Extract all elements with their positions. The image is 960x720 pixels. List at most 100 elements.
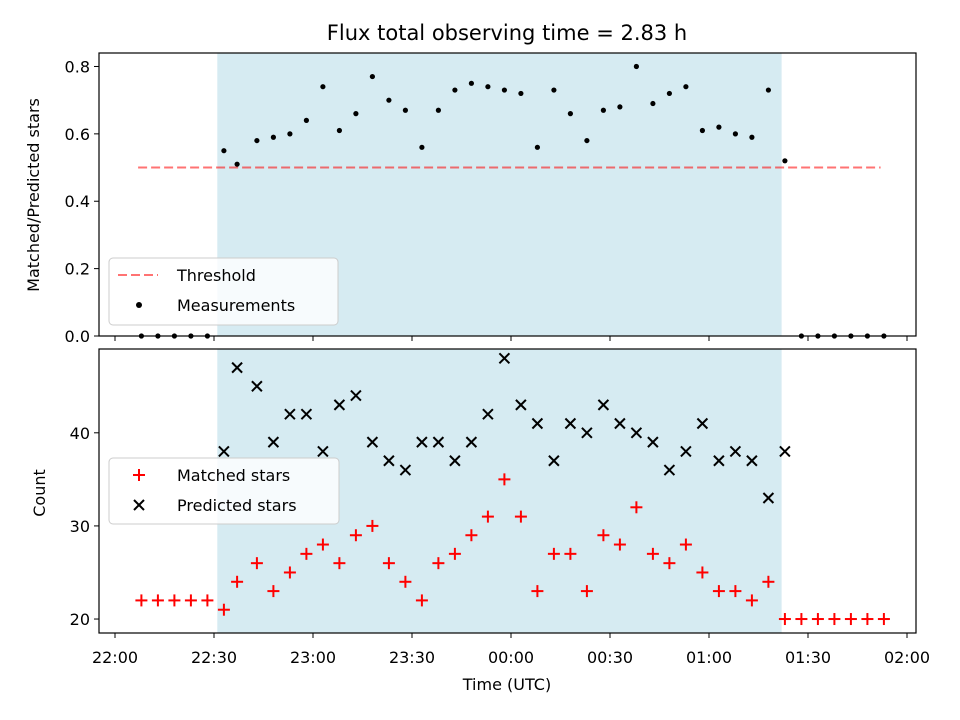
matched-point [795,613,808,626]
bottom-y-tick-label: 30 [70,517,90,536]
top-y-tick-label: 0.4 [65,192,90,211]
predicted-point [647,436,659,448]
measurement-point [419,144,425,150]
predicted-point [531,417,544,430]
predicted-point [449,455,461,467]
predicted-point-stroke [614,417,626,430]
predicted-point [432,436,445,448]
chart-title: Flux total observing time = 2.83 h [327,21,687,45]
predicted-point-stroke [449,455,461,467]
matched-point [498,473,511,486]
measurement-point [633,63,640,70]
predicted-point-stroke [251,380,263,392]
matched-point [663,557,676,570]
predicted-point [729,445,742,458]
predicted-point-stroke [746,455,758,467]
predicted-point-stroke [713,455,725,467]
bottom-y-axis-label: Count [30,469,49,517]
predicted-point-stroke [300,408,313,420]
bottom-marks [135,352,890,626]
matched-point [333,557,346,570]
bottom-x-axis: 22:00 22:30 23:00 23:30 00:00 00:30 01:00 01:30… [92,633,930,667]
predicted-point-stroke [399,464,412,476]
matched-point [828,613,841,626]
predicted-point-stroke [366,436,379,448]
matched-point [267,585,280,598]
matched-legend-swatch [133,469,145,481]
predicted-point-stroke [350,389,362,402]
predicted-point [762,492,775,504]
predicted-point-stroke [218,445,230,458]
bottom-x-tick-label: 23:30 [389,648,435,667]
measurement-point [468,80,474,86]
top-marks [138,63,887,339]
predicted-point [498,352,511,365]
bottom-legend-box [108,457,340,525]
predicted-point [696,417,709,430]
measurement-point [435,107,441,113]
predicted-legend-label: Predicted stars [177,496,297,515]
matched-point [580,585,593,598]
measurement-point [270,134,276,140]
matched-point [382,557,395,570]
measurement-point [518,90,524,97]
predicted-point-stroke [531,417,544,430]
predicted-point [350,389,362,402]
measurement-point [452,87,458,93]
predicted-point-stroke [729,445,742,458]
matched-point [745,594,758,607]
top-x-ticks [114,336,908,341]
matched-point [531,585,544,598]
measurement-point [254,137,260,144]
bottom-x-tick-label: 01:30 [785,648,831,667]
predicted-point [251,380,263,392]
measurement-point [617,104,623,110]
measurement-point [386,97,392,103]
predicted-point-stroke [581,427,593,439]
matched-point [877,613,890,626]
matched-point [432,557,445,570]
measurement-point [600,107,607,113]
top-y-tick-label: 0.8 [65,57,90,76]
top-legend-box [108,257,339,326]
predicted-point [564,417,577,430]
predicted-point-stroke [267,436,280,448]
top-y-axis: 0.0 0.2 0.4 0.6 0.8 [65,57,99,346]
predicted-point-stroke [317,445,329,458]
measurement-point [782,158,788,164]
matched-point [811,613,824,626]
bottom-x-tick-label: 22:30 [191,648,237,667]
matched-point [547,547,560,560]
measurement-point [320,84,326,90]
bottom-panel: 20 30 40 22:00 22:30 23:00 23:30 00:00 00:30 01:… [30,348,930,694]
predicted-point [597,399,610,411]
measurement-point [699,127,706,134]
matched-point [630,501,643,514]
matched-point [366,519,379,532]
top-plot-frame [98,52,917,337]
predicted-point-stroke [416,436,428,448]
matched-point [349,529,362,542]
matched-point [465,529,478,542]
matched-point [514,510,527,523]
measurement-point [749,134,755,140]
measurement-point [303,117,309,123]
matched-point [184,594,197,607]
predicted-point [465,436,478,448]
matched-point [316,538,329,551]
measurement-point [732,131,739,137]
matched-point [762,575,775,588]
predicted-point [581,427,593,439]
matched-point [778,613,791,626]
matched-point [679,538,692,551]
bottom-x-tick-label: 01:00 [686,648,732,667]
predicted-point-stroke [597,399,610,411]
predicted-point [231,361,243,374]
predicted-point-stroke [779,445,791,458]
top-y-axis-label: Matched/Predicted stars [24,98,43,292]
predicted-point [482,408,494,420]
measurement-point [584,137,590,144]
measurement-point [650,100,656,107]
measurement-point [402,107,408,113]
top-legend: Threshold Measurements [108,257,339,326]
